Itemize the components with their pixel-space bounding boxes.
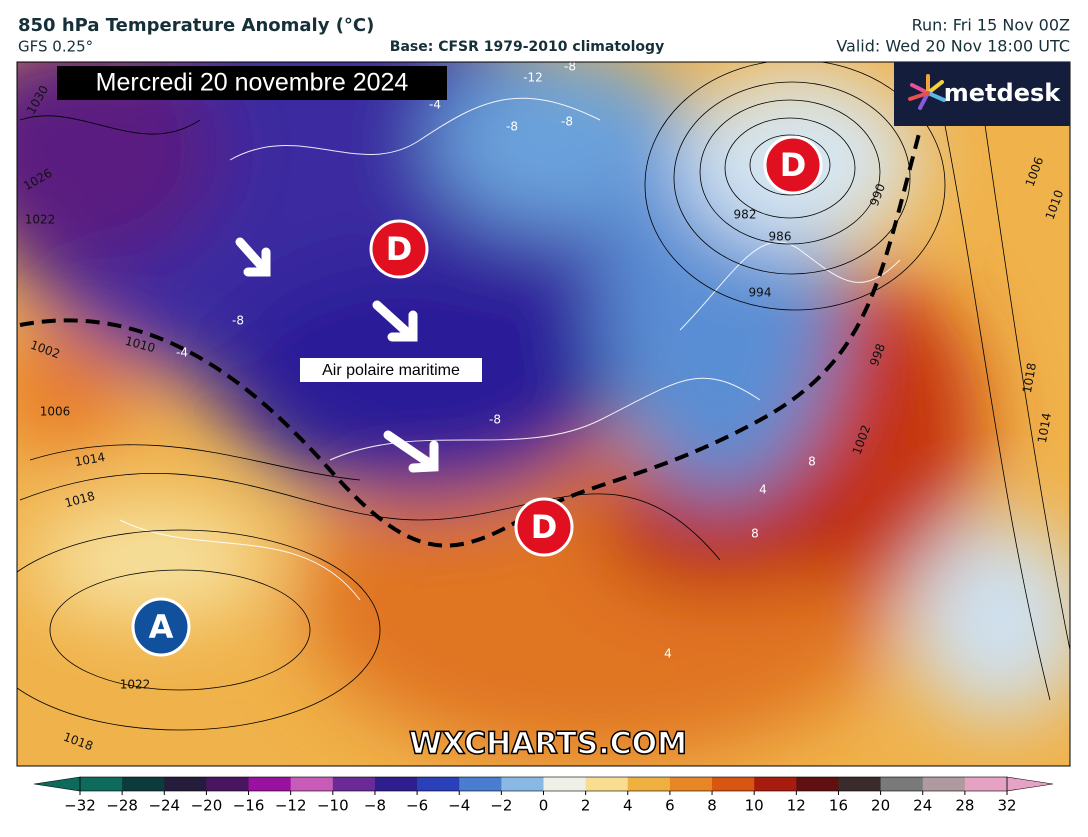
- colorbar-segment: [796, 777, 839, 791]
- colorbar-segment: [543, 777, 587, 791]
- pressure-centers: D D D A: [131, 135, 823, 657]
- pressure-center-disc: [514, 497, 574, 557]
- colorbar-segment: [627, 777, 671, 791]
- colorbar-segment: [417, 777, 460, 791]
- colorbar-segment: [501, 777, 544, 791]
- colorbar-tick-label: −8: [364, 797, 386, 815]
- pressure-center-label: D: [780, 146, 807, 184]
- colorbar-tick-label: 32: [997, 797, 1016, 815]
- colorbar-segment: [669, 777, 713, 791]
- anomaly-label: -4: [176, 346, 188, 360]
- colorbar-tick-label: −2: [490, 797, 512, 815]
- anomaly-contours: [119, 97, 901, 601]
- title: 850 hPa Temperature Anomaly (°C): [18, 15, 374, 36]
- logo-icon: [908, 74, 946, 110]
- colorbar-segment: [332, 777, 376, 791]
- colorbar-tick-label: 2: [581, 797, 591, 815]
- colorbar-tick-label: −32: [64, 797, 96, 815]
- colorbar-tick-label: −6: [406, 797, 428, 815]
- flow-arrows: [235, 237, 439, 473]
- colorbar-segment: [712, 777, 755, 791]
- anomaly-label: -8: [506, 120, 518, 134]
- colorbar-segment: [880, 777, 924, 791]
- logo-text: metdesk: [944, 79, 1062, 107]
- colorbar-tick-label: −12: [275, 797, 307, 815]
- banner-box: [57, 66, 447, 100]
- colorbar-tick-label: −24: [148, 797, 180, 815]
- anomaly-label: -8: [489, 413, 501, 427]
- isobars: [17, 62, 1070, 731]
- colorbar-segment: [122, 777, 165, 791]
- colorbar-segment: [459, 777, 502, 791]
- anomaly-label: 8: [808, 455, 816, 469]
- anomaly-label: 4: [759, 483, 767, 497]
- run: Run: Fri 15 Nov 00Z: [912, 16, 1070, 35]
- isobar-label: 1014: [74, 450, 107, 469]
- anomaly-label: -8: [561, 115, 573, 129]
- colorbar-tick-label: −10: [317, 797, 349, 815]
- colorbar-end: [1006, 776, 1054, 792]
- model: GFS 0.25°: [18, 38, 93, 56]
- anomaly-label: -8: [564, 60, 576, 74]
- isobar-label: 982: [734, 208, 757, 222]
- pressure-center-label: D: [531, 508, 558, 546]
- base: Base: CFSR 1979-2010 climatology: [390, 39, 664, 55]
- watermark: WXCHARTS.COM: [409, 727, 687, 762]
- annotation: Air polaire maritime: [322, 362, 460, 379]
- colorbar-segment: [922, 777, 966, 791]
- isobar-label: 1022: [25, 213, 56, 227]
- anomaly-label: -12: [523, 71, 543, 85]
- isobar-label: 994: [749, 286, 772, 300]
- isobar-label: 1014: [1035, 412, 1054, 445]
- map: 1030102610221018101410101006101010181014…: [17, 60, 1070, 766]
- anomaly-label: -4: [429, 98, 441, 112]
- valid: Valid: Wed 20 Nov 18:00 UTC: [836, 37, 1070, 56]
- isobar-label: 1006: [40, 405, 71, 419]
- colorbar-segment: [290, 777, 334, 791]
- anomaly-label: -8: [232, 314, 244, 328]
- isobar-label: 986: [769, 230, 792, 244]
- pressure-center-label: A: [149, 608, 174, 646]
- colorbar-segment: [248, 777, 292, 791]
- colorbar-segment: [374, 777, 418, 791]
- colorbar-tick-label: 12: [787, 797, 806, 815]
- colorbar-segment: [838, 777, 882, 791]
- colorbar-segment: [164, 777, 207, 791]
- colorbar-tick-label: −20: [191, 797, 223, 815]
- colorbar-tick-label: 16: [829, 797, 848, 815]
- pressure-center-label: D: [386, 230, 413, 268]
- colorbar-tick-label: 24: [913, 797, 932, 815]
- colorbar-end: [33, 776, 81, 792]
- colorbar-tick-label: 4: [623, 797, 633, 815]
- anomaly-label: 8: [751, 527, 759, 541]
- colorbar-tick-label: 20: [871, 797, 890, 815]
- isobar-label: 1018: [1020, 362, 1039, 395]
- colorbar-segment: [585, 777, 629, 791]
- pressure-center-disc: [131, 597, 191, 657]
- colorbar-segment: [964, 777, 1008, 791]
- map-frame: [16, 61, 1071, 767]
- colorbar-tick-label: −4: [448, 797, 470, 815]
- colorbar-tick-label: 10: [745, 797, 764, 815]
- colorbar: −32 −28 −24 −20 −16 −12 −10 −8 −6 −4 −2 0 2 4 6 8 10 12 16…: [33, 776, 1054, 815]
- colorbar-tick-label: 8: [707, 797, 717, 815]
- colorbar-tick-label: −16: [233, 797, 265, 815]
- colorbar-tick-label: 6: [665, 797, 675, 815]
- colorbar-segment: [754, 777, 797, 791]
- banner: Mercredi 20 novembre 2024: [96, 69, 409, 97]
- colorbar-tick-label: −28: [106, 797, 138, 815]
- colorbar-tick-label: 0: [539, 797, 549, 815]
- colorbar-tick-label: 28: [955, 797, 974, 815]
- colorbar-segment: [206, 777, 250, 791]
- annotation-box: [300, 358, 482, 382]
- colorbar-segment: [80, 777, 123, 791]
- pressure-center-disc: [369, 219, 429, 279]
- pressure-center-disc: [763, 135, 823, 195]
- isobar-label: 1022: [120, 678, 151, 692]
- anomaly-label: 4: [664, 647, 672, 661]
